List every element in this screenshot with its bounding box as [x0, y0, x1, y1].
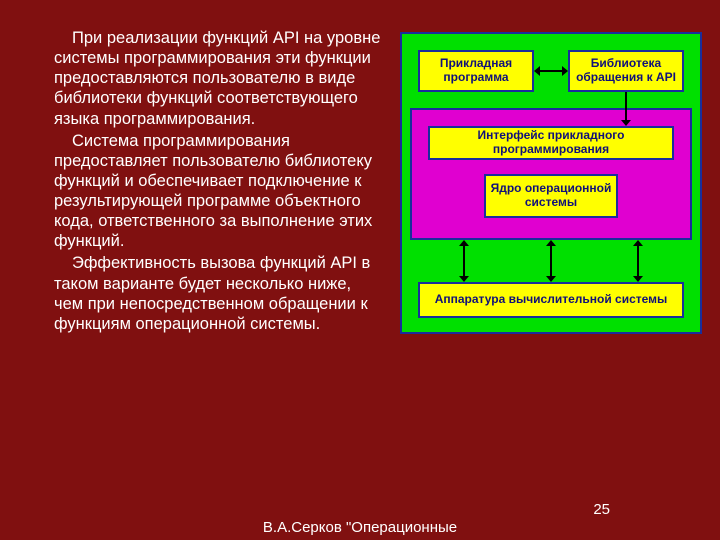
footer-author: В.А.Серков "Операционные: [0, 519, 720, 536]
box-interface: Интерфейс прикладного программирования: [428, 126, 674, 160]
box-hardware: Аппаратура вычислительной системы: [418, 282, 684, 318]
box-app-label: Прикладная программа: [424, 57, 528, 85]
slide: При реализации функций API на уровне сис…: [0, 0, 720, 540]
box-kernel: Ядро операционной системы: [484, 174, 618, 218]
box-hardware-label: Аппаратура вычислительной системы: [435, 293, 668, 307]
page-number: 25: [593, 501, 610, 518]
paragraph-1: При реализации функций API на уровне сис…: [54, 28, 384, 129]
box-apilib-label: Библиотека обращения к API: [574, 57, 678, 85]
diagram: Прикладная программа Библиотека обращения…: [400, 32, 702, 334]
paragraph-3: Эффективность вызова функций API в таком…: [54, 253, 384, 334]
body-text: При реализации функций API на уровне сис…: [54, 28, 384, 336]
box-app: Прикладная программа: [418, 50, 534, 92]
box-kernel-label: Ядро операционной системы: [490, 182, 612, 210]
box-apilib: Библиотека обращения к API: [568, 50, 684, 92]
paragraph-2: Система программирования предоставляет п…: [54, 131, 384, 252]
box-interface-label: Интерфейс прикладного программирования: [434, 129, 668, 157]
